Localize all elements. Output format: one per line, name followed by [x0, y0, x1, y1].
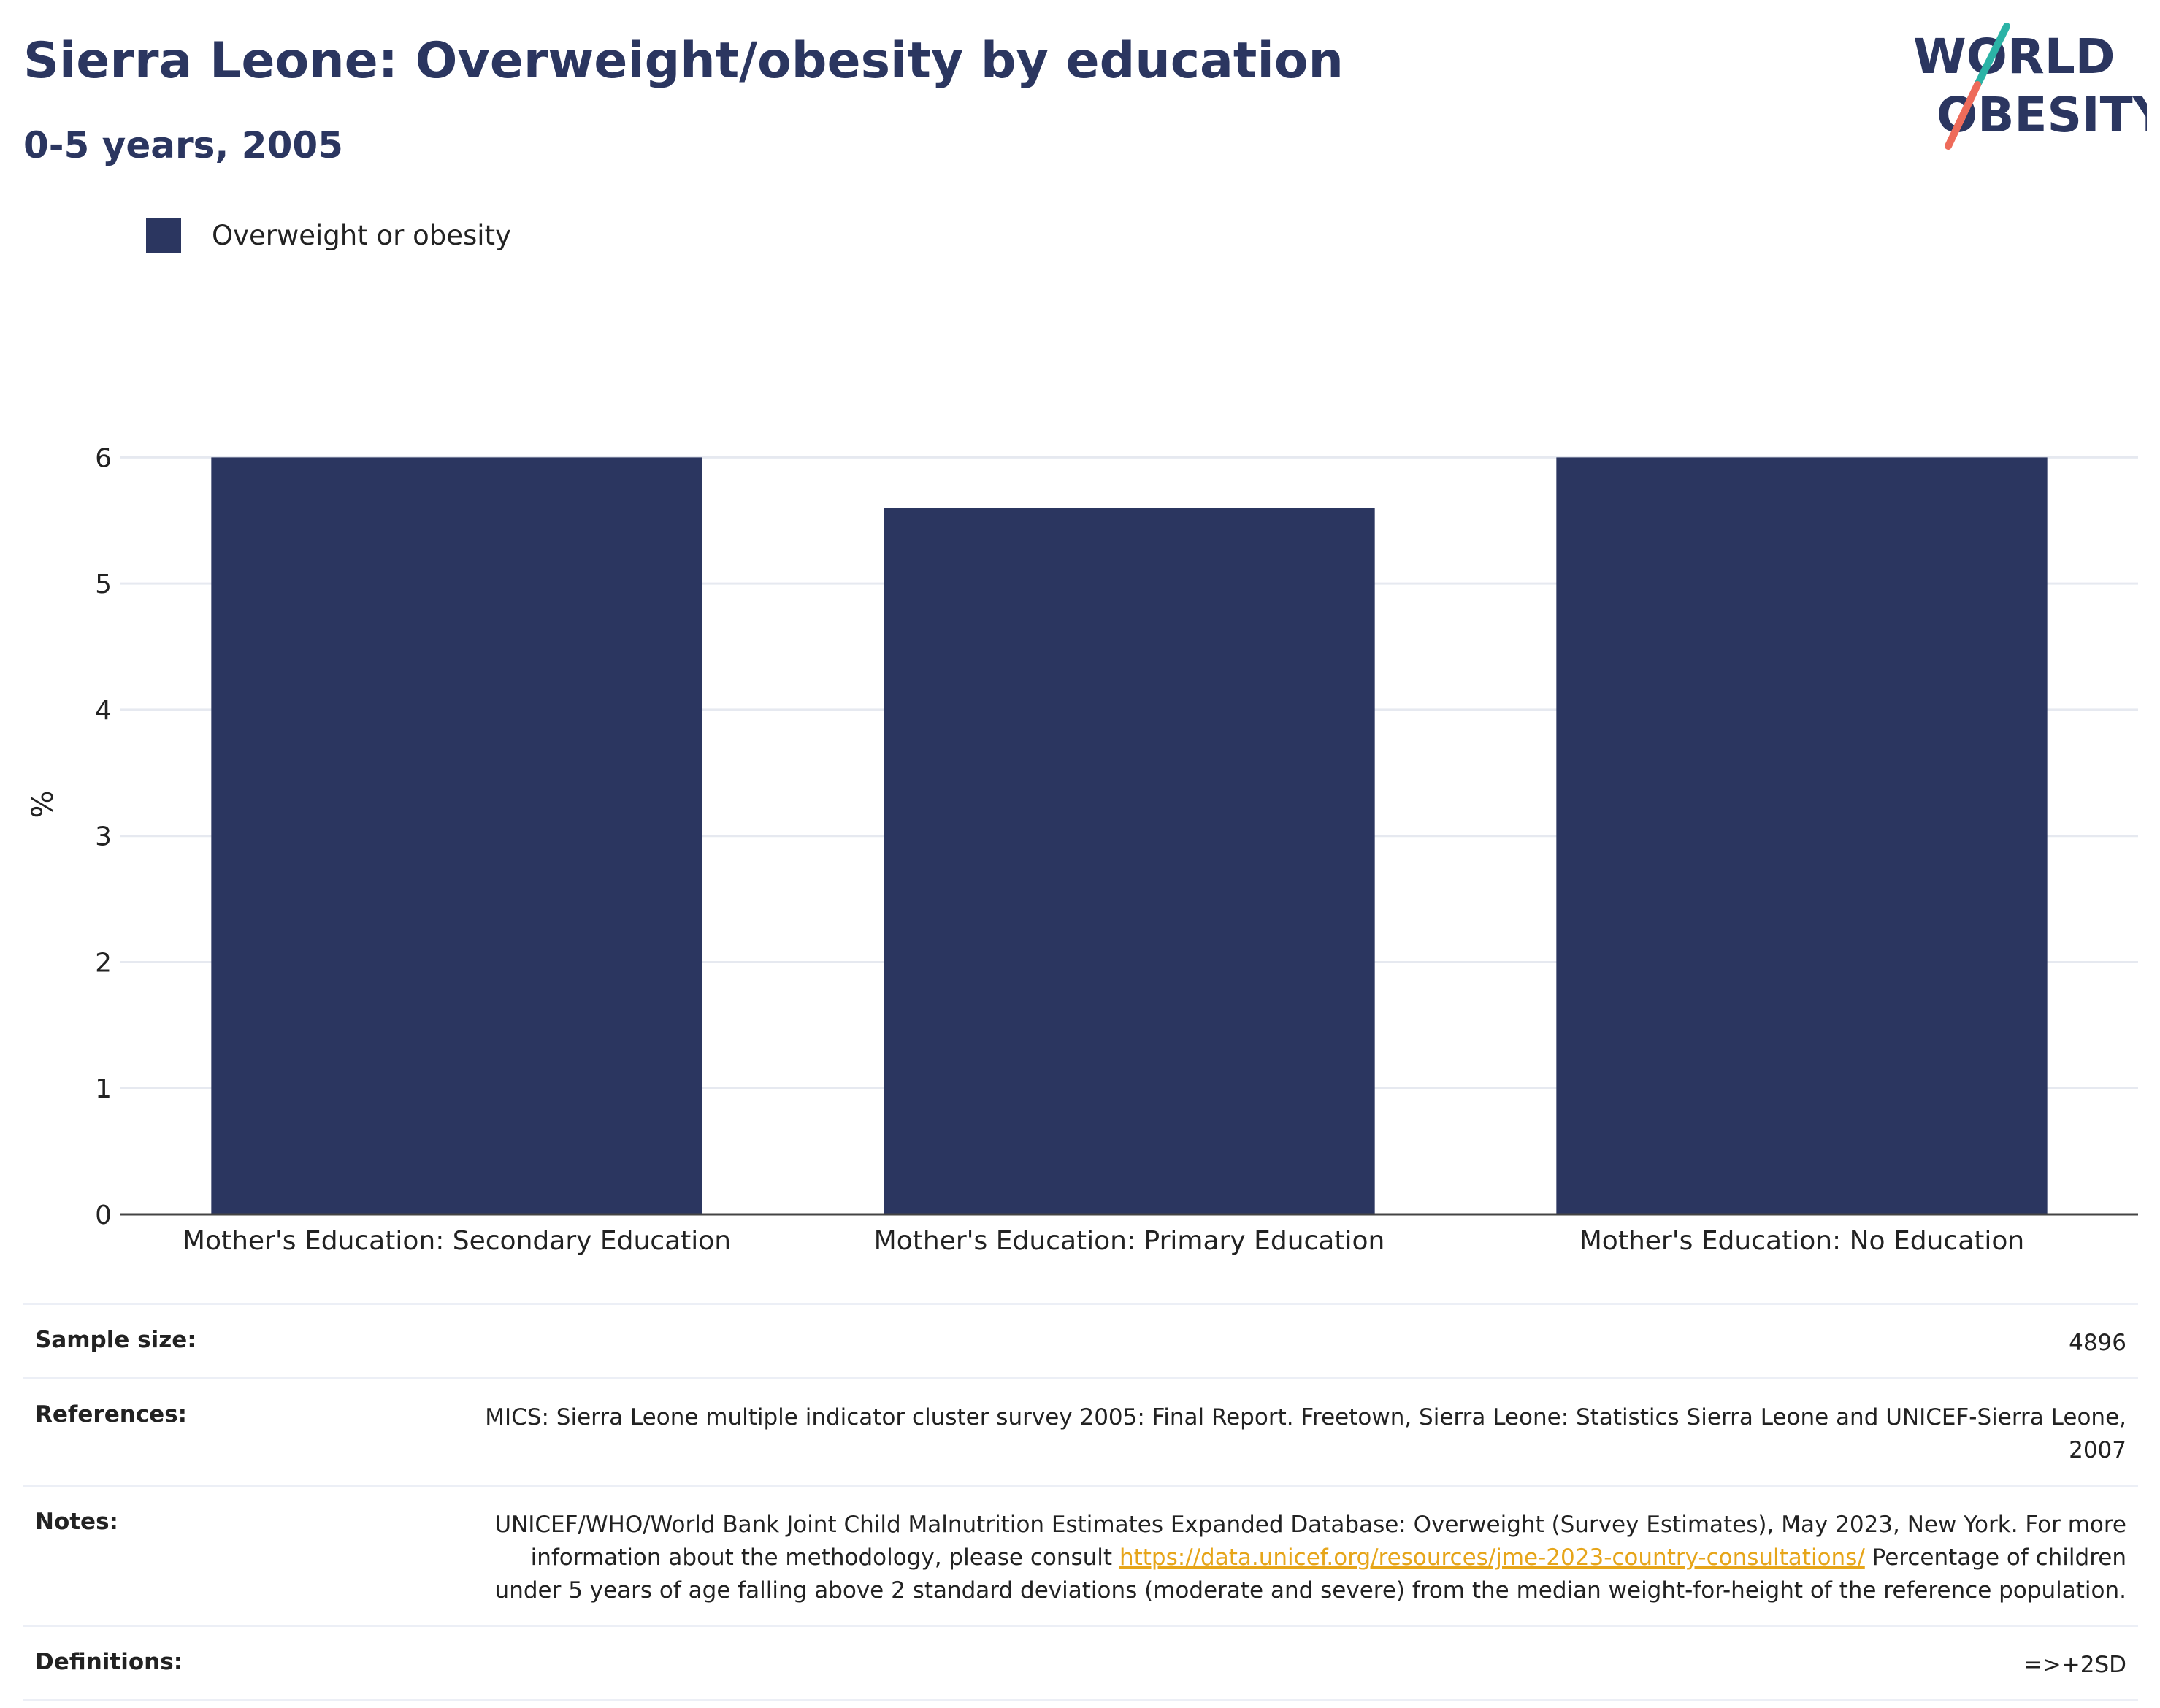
- notes-value: UNICEF/WHO/World Bank Joint Child Malnut…: [476, 1509, 2126, 1607]
- definitions-row: Definitions: =>+2SD: [23, 1624, 2138, 1701]
- y-tick-label: 2: [95, 948, 112, 978]
- info-table: Sample size: 4896 References: MICS: Sier…: [23, 1303, 2138, 1701]
- y-tick-label: 5: [95, 570, 112, 600]
- legend-label: Overweight or obesity: [212, 219, 511, 251]
- logo-stroke-coral: [1945, 81, 1981, 150]
- y-tick-label: 6: [95, 443, 112, 473]
- notes-row: Notes: UNICEF/WHO/World Bank Joint Child…: [23, 1484, 2138, 1625]
- notes-text-2: Percentage of children under 5 years of …: [494, 1544, 2126, 1604]
- notes-link[interactable]: https://data.unicef.org/resources/jme-20…: [1119, 1544, 1865, 1571]
- bar: [884, 508, 1375, 1214]
- legend[interactable]: Overweight or obesity: [146, 218, 511, 253]
- bar-chart: 0 1 2 3 4 5 6 Mother's Education: Secondary Edu…: [26, 443, 2138, 1256]
- chart-subtitle: 0-5 years, 2005: [23, 124, 343, 166]
- y-tick-label: 3: [95, 822, 112, 852]
- x-tick-label: Mother's Education: Primary Education: [874, 1226, 1385, 1256]
- references-label: References:: [35, 1401, 188, 1428]
- notes-text-1: UNICEF/WHO/World Bank Joint Child Malnut…: [494, 1511, 2126, 1571]
- y-tick-label: 4: [95, 696, 112, 726]
- world-obesity-logo: WORLD OBESITY: [1913, 23, 2147, 150]
- chart-title: Sierra Leone: Overweight/obesity by educ…: [23, 32, 1344, 90]
- bar: [211, 457, 702, 1214]
- notes-label: Notes:: [35, 1508, 118, 1535]
- references-row: References: MICS: Sierra Leone multiple …: [23, 1376, 2138, 1485]
- sample-size-row: Sample size: 4896: [23, 1303, 2138, 1377]
- sample-size-value: 4896: [2069, 1330, 2126, 1356]
- bar: [1556, 457, 2048, 1214]
- sample-size-label: Sample size:: [35, 1327, 196, 1353]
- definitions-value: =>+2SD: [2023, 1651, 2126, 1678]
- logo-line2: OBESITY: [1937, 87, 2147, 143]
- x-tick-label: Mother's Education: No Education: [1579, 1226, 2025, 1256]
- references-value: MICS: Sierra Leone multiple indicator cl…: [485, 1403, 2126, 1463]
- y-tick-label: 1: [95, 1074, 112, 1104]
- y-axis-title: %: [26, 790, 60, 818]
- logo-line1: WORLD: [1913, 28, 2115, 85]
- y-tick-label: 0: [95, 1200, 112, 1230]
- logo-stroke-teal: [1974, 23, 2010, 88]
- x-tick-label: Mother's Education: Secondary Education: [183, 1226, 731, 1256]
- definitions-label: Definitions:: [35, 1648, 183, 1675]
- legend-swatch: [146, 218, 181, 253]
